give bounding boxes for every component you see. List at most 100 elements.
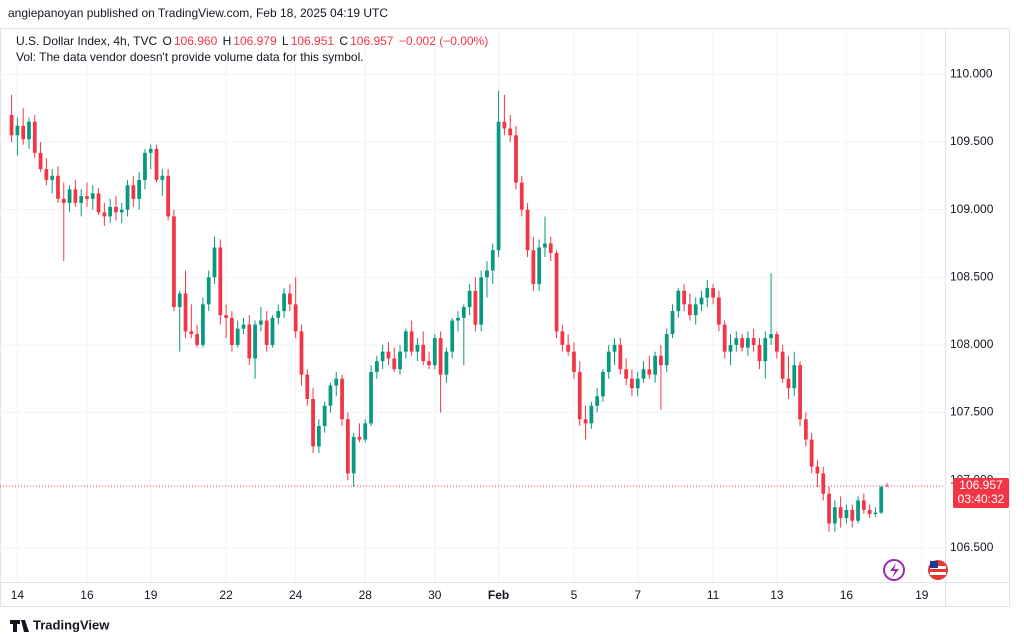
- candle-body: [867, 509, 872, 514]
- candle-body: [548, 243, 553, 253]
- candle-body: [195, 334, 200, 345]
- candle-body: [601, 371, 605, 397]
- x-tick-label: 24: [289, 588, 303, 602]
- candle-body: [461, 307, 466, 318]
- candle-body: [688, 304, 692, 316]
- x-tick-label: 16: [80, 588, 94, 602]
- candle-body: [798, 365, 802, 420]
- candle-body: [659, 355, 663, 366]
- candle-body: [177, 293, 182, 308]
- candle-body: [566, 344, 571, 352]
- candle-body: [79, 196, 84, 203]
- x-tick-label: 19: [144, 588, 158, 602]
- candle-body: [467, 290, 472, 308]
- candle-body: [85, 196, 89, 199]
- candle-body: [305, 374, 310, 400]
- candle-body: [722, 324, 727, 352]
- candle-body: [50, 175, 55, 180]
- candle-body: [253, 324, 257, 359]
- candle-body: [102, 212, 107, 217]
- candle-body: [415, 344, 420, 352]
- candle-body: [21, 125, 26, 140]
- candle-body: [154, 148, 159, 180]
- candle-body: [340, 378, 344, 420]
- candle-body: [241, 324, 246, 329]
- candle-body: [56, 175, 60, 199]
- candle-body: [374, 361, 379, 372]
- candle-body: [705, 288, 710, 298]
- candle-body: [90, 193, 95, 199]
- close-value: 106.957: [350, 34, 394, 48]
- candle-body: [572, 351, 576, 372]
- candle-body: [421, 344, 426, 362]
- candle-body: [838, 507, 843, 519]
- candle-body: [247, 324, 252, 359]
- candle-body: [137, 179, 142, 199]
- open-label: O: [162, 34, 172, 48]
- x-tick-label: 16: [840, 588, 854, 602]
- chart-frame: [0, 28, 1010, 607]
- brand-logo: [10, 620, 29, 632]
- candle-body: [606, 351, 611, 372]
- candle-body: [751, 338, 756, 345]
- candle-body: [595, 396, 600, 406]
- candle-body: [815, 466, 820, 474]
- candle-body: [577, 371, 582, 420]
- candle-body: [861, 500, 866, 510]
- candle-body: [769, 334, 773, 339]
- candle-body: [166, 175, 171, 217]
- candle-body: [114, 206, 118, 213]
- candle-body: [774, 334, 779, 352]
- candle-body: [786, 378, 791, 389]
- candle-body: [380, 351, 385, 362]
- candle-body: [763, 338, 768, 362]
- candle-body: [67, 189, 72, 203]
- candle-body: [664, 334, 669, 366]
- candle-body: [554, 252, 559, 332]
- candle-body: [403, 331, 408, 352]
- candle-body: [734, 338, 739, 345]
- candle-body: [618, 344, 623, 370]
- x-tick-label: 5: [571, 588, 578, 602]
- candle-body: [490, 250, 495, 271]
- candle-body: [38, 152, 43, 170]
- x-tick-label: 13: [770, 588, 784, 602]
- candle-body: [172, 216, 176, 308]
- candle-body: [676, 290, 681, 312]
- candle-body: [873, 512, 878, 514]
- brand-name: TradingView: [33, 617, 110, 632]
- candle-body: [803, 419, 808, 440]
- candle-body: [224, 315, 228, 318]
- candle-body: [780, 351, 785, 379]
- candle-body: [322, 405, 327, 427]
- y-tick-label: 109.000: [950, 202, 994, 216]
- y-tick-label: 106.500: [950, 540, 994, 554]
- candle-body: [792, 365, 797, 389]
- high-label: H: [222, 34, 232, 48]
- candle-body: [879, 486, 884, 513]
- candle-body: [589, 405, 594, 424]
- y-tick-label: 107.500: [950, 405, 994, 419]
- candle-body: [479, 277, 484, 325]
- candle-body: [485, 270, 489, 278]
- last-price-label: 106.957: [959, 478, 1003, 492]
- candle-body: [624, 369, 629, 379]
- candle-body: [456, 317, 460, 321]
- candle-body: [206, 277, 211, 305]
- flag-stripe: [930, 572, 946, 575]
- candle-body: [230, 317, 234, 345]
- candle-body: [583, 419, 588, 424]
- candle-body: [259, 320, 263, 325]
- published-line: angiepanoyan published on TradingView.co…: [8, 6, 388, 20]
- candle-body: [61, 198, 66, 203]
- countdown-label: 03:40:32: [958, 492, 1005, 506]
- candle-body: [334, 378, 339, 386]
- candle-body: [653, 355, 658, 375]
- candle-body: [15, 125, 20, 136]
- candle-body: [745, 338, 750, 348]
- candle-body: [351, 436, 356, 474]
- last-price-box: [953, 477, 1009, 508]
- y-tick-label: 109.500: [950, 134, 994, 148]
